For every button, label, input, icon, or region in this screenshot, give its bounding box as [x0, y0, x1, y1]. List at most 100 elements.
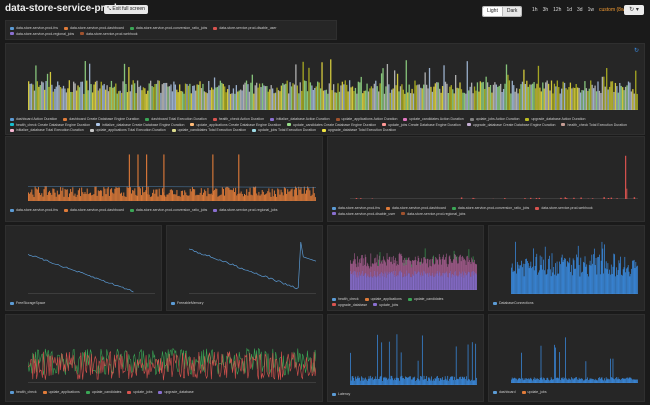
refresh-panel-icon[interactable]: ↻ [633, 48, 639, 54]
legend-item[interactable]: data-store-service-prod-dashboard [64, 26, 124, 31]
legend-item[interactable]: initialize_database Action Duration [270, 117, 330, 122]
range-3h[interactable]: 3h [542, 7, 549, 13]
legend-item[interactable]: update_jobs [373, 303, 398, 308]
legend-item[interactable]: data-store-service-prod-conversion_ratio… [129, 208, 207, 213]
series-mark [513, 85, 515, 110]
legend-item[interactable]: update_candidates [407, 297, 443, 302]
range-1d[interactable]: 1d [566, 7, 573, 13]
series-mark [358, 378, 360, 385]
legend-item[interactable]: update_applications [364, 297, 402, 302]
series-mark [131, 193, 133, 201]
range-3d[interactable]: 3d [577, 7, 583, 13]
legend-item[interactable]: data-store-service-prod-fns [332, 206, 380, 211]
series-mark [592, 263, 593, 294]
theme-dark-button[interactable]: Dark [501, 7, 522, 16]
series-mark [388, 341, 390, 385]
legend-item[interactable]: upgrade_database Action Duration [525, 117, 585, 122]
legend-item[interactable]: data-store-service-prod-regional_jobs [10, 32, 74, 37]
series-mark [110, 80, 113, 110]
series-mark [367, 91, 370, 110]
legend-item[interactable]: data-store-service-prod-fns [10, 208, 58, 213]
legend-item[interactable]: data-store-service-prod-conversion_ratio… [129, 26, 207, 31]
legend-item[interactable]: dashboard Total Execution Duration [145, 117, 207, 122]
series-mark [458, 379, 460, 385]
legend-item[interactable]: health_check Action Duration [212, 117, 264, 122]
legend-item[interactable]: update_applications Create Database Engi… [190, 123, 281, 128]
legend-item[interactable]: initialize_database Total Execution Dura… [10, 128, 84, 133]
legend-item[interactable]: update_jobs [521, 390, 547, 395]
legend-label: data-store-service-prod-webhook [541, 206, 593, 210]
legend-item[interactable]: update_candidates Create Database Engine… [287, 123, 376, 128]
series-mark [453, 259, 455, 277]
series-mark [314, 197, 316, 201]
theme-light-button[interactable]: Light [483, 7, 502, 16]
legend-item[interactable]: initialize_database Create Database Engi… [96, 123, 184, 128]
legend-item[interactable]: update_applications Total Execution Dura… [89, 128, 166, 133]
exit-fullscreen-button[interactable]: ⤡ Exit full screen [104, 5, 148, 14]
series-mark [129, 187, 131, 201]
legend-item[interactable]: upgrade_database Create Database Engine … [466, 123, 555, 128]
legend-item[interactable]: update_applications Action Duration [335, 117, 397, 122]
legend-item[interactable]: update_applications [42, 390, 80, 395]
legend-swatch [64, 208, 69, 212]
series-mark [607, 378, 609, 383]
legend-item[interactable]: data-store-service-prod-regional_jobs [213, 208, 277, 213]
series-mark [431, 376, 432, 385]
range-1w[interactable]: 1w [587, 7, 594, 13]
legend-item[interactable]: upgrade_database [332, 303, 367, 308]
series-mark [533, 377, 535, 383]
legend-label: update_candidates Action Duration [409, 117, 464, 121]
series-mark [364, 379, 366, 385]
series-mark [620, 256, 621, 294]
series-mark [257, 87, 259, 110]
series-mark [157, 196, 159, 201]
legend-item[interactable]: health_check Create Database Engine Dura… [10, 123, 90, 128]
series-mark [436, 258, 437, 274]
legend-item[interactable]: data-store-service-prod-disable_user [213, 26, 277, 31]
refresh-button[interactable]: ↻ ▾ [624, 5, 644, 15]
legend-item[interactable]: data-store-service-prod-fns [10, 26, 58, 31]
legend-item[interactable]: data-store-service-prod-conversion_ratio… [451, 206, 529, 211]
series-mark [565, 337, 566, 383]
legend-item[interactable]: dashboard Create Database Engine Duratio… [63, 117, 139, 122]
legend-item[interactable]: update_candidates Total Execution Durati… [171, 128, 246, 133]
legend-item[interactable]: data-store-service-prod-webhook [80, 32, 138, 37]
legend-item[interactable]: data-store-service-prod-webhook [535, 206, 593, 211]
legend-item[interactable]: upgrade_database Total Execution Duratio… [322, 128, 396, 133]
legend-item[interactable]: health_check [10, 390, 37, 395]
series-mark [421, 272, 422, 290]
series-mark [73, 81, 75, 110]
legend-item[interactable]: update_jobs [127, 390, 152, 395]
legend-item[interactable]: DatabaseConnections [493, 301, 533, 306]
series-mark [467, 344, 469, 385]
legend-item[interactable]: update_jobs Action Duration [469, 117, 519, 122]
legend-item[interactable]: health_check [332, 297, 359, 302]
series-mark [228, 85, 230, 110]
range-custom[interactable]: custom (8w) [599, 7, 627, 13]
legend-item[interactable]: data-store-service-prod-disable_user [332, 212, 395, 217]
series-mark [32, 194, 34, 201]
range-12h[interactable]: 12h [553, 7, 562, 13]
legend-item[interactable]: Latency [332, 392, 350, 397]
legend-item[interactable]: data-store-service-prod-dashboard [64, 208, 124, 213]
series-mark [226, 89, 229, 110]
legend-item[interactable]: data-store-service-prod-dashboard [386, 206, 446, 211]
series-mark [381, 261, 382, 272]
series-mark [325, 89, 328, 110]
legend-item[interactable]: update_jobs Create Database Engine Durat… [382, 123, 461, 128]
legend-item[interactable]: dashboard Action Duration [10, 117, 57, 122]
series-mark [522, 380, 524, 383]
legend-item[interactable]: data-store-service-prod-regional_jobs [401, 212, 465, 217]
legend-item[interactable]: FreeableMemory [171, 301, 203, 306]
series-mark [546, 273, 548, 294]
plot-area [511, 337, 638, 383]
legend-item[interactable]: update_jobs Total Execution Duration [252, 128, 316, 133]
legend-item[interactable]: dashboard [493, 390, 516, 395]
series-mark [432, 256, 434, 276]
legend-item[interactable]: upgrade_database [158, 390, 194, 395]
legend-item[interactable]: update_candidates [85, 390, 121, 395]
legend-item[interactable]: FreeStorageSpace [10, 301, 45, 306]
range-1h[interactable]: 1h [532, 7, 538, 13]
legend-item[interactable]: update_candidates Action Duration [403, 117, 464, 122]
legend-item[interactable]: health_check Total Execution Duration [561, 123, 627, 128]
